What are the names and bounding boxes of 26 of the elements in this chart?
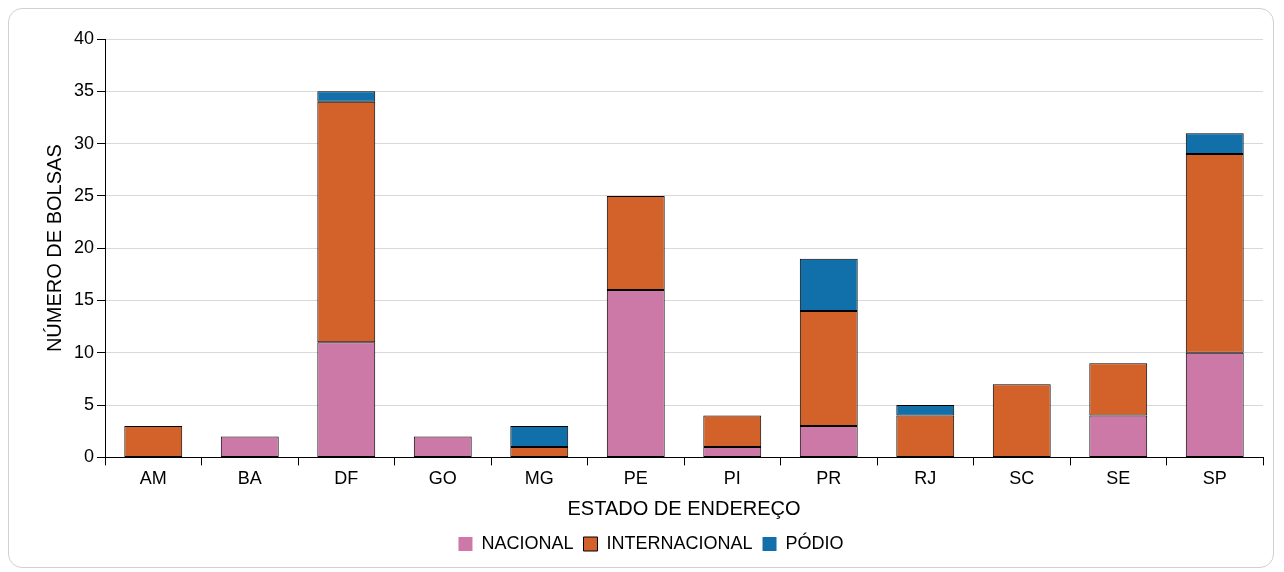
x-tick-label: DF — [334, 468, 359, 489]
x-tick-label: GO — [428, 468, 457, 489]
x-tick-label: MG — [524, 468, 554, 489]
legend-label: PÓDIO — [785, 531, 844, 553]
y-tick-label: 5 — [84, 394, 95, 415]
y-tick-label: 0 — [84, 446, 95, 467]
x-tick-label: AM — [139, 468, 167, 489]
y-tick-label: 25 — [73, 184, 95, 205]
y-tick-label: 35 — [73, 80, 95, 101]
x-tick-label: PI — [723, 468, 741, 489]
x-tick-label: SE — [1106, 468, 1131, 489]
y-tick-label: 20 — [73, 237, 95, 258]
y-tick-label: 30 — [73, 132, 95, 153]
legend-label: INTERNACIONAL — [606, 532, 753, 553]
x-tick-label: PR — [816, 468, 842, 489]
y-axis-title: NÚMERO DE BOLSAS — [42, 144, 65, 353]
y-tick-label: 15 — [73, 289, 95, 310]
x-tick-label: SP — [1202, 468, 1227, 489]
x-axis-title: ESTADO DE ENDEREÇO — [567, 496, 801, 519]
legend-label: NACIONAL — [481, 532, 574, 553]
x-tick-label: RJ — [914, 468, 937, 489]
y-tick-label: 10 — [73, 341, 95, 362]
x-tick-label: BA — [237, 468, 262, 489]
y-tick-label: 40 — [73, 27, 95, 48]
x-tick-label: PE — [623, 468, 648, 489]
x-tick-label: SC — [1009, 468, 1035, 489]
